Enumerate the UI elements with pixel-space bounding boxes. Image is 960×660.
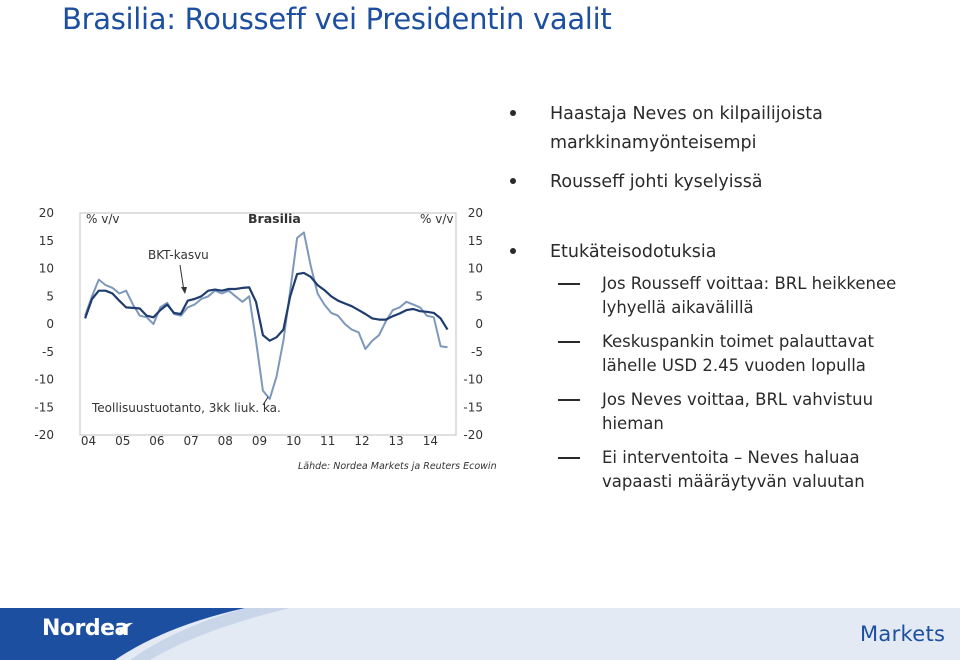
nordea-logo: Nordea [42, 616, 129, 641]
chart-source-note: Lähde: Nordea Markets ja Reuters Ecowin [298, 461, 497, 472]
y-tick-label-right: -10 [463, 373, 483, 387]
x-tick-label: 11 [320, 434, 335, 448]
y-tick-label-left: 0 [46, 317, 54, 331]
y-tick-label-left: -15 [34, 400, 54, 414]
gdp-annotation-arrow [179, 264, 185, 292]
gdp-series-annotation: BKT-kasvu [148, 248, 209, 262]
footer-wave-shape [0, 608, 290, 660]
y-tick-label-right: 5 [475, 289, 483, 303]
markets-logo: Markets [860, 622, 946, 646]
y-tick-label-right: -20 [463, 428, 483, 442]
sub-bullet-dash-icon [558, 399, 580, 401]
y-tick-label-left: 5 [46, 289, 54, 303]
right-axis-unit: % v/v [420, 212, 453, 226]
industry-annotation-arrow [262, 396, 269, 406]
x-tick-label: 08 [218, 434, 233, 448]
chart-plot-frame [79, 212, 457, 436]
chart-title: Brasilia [248, 211, 301, 226]
nordea-wave-icon [119, 622, 133, 634]
y-tick-label-right: 0 [475, 317, 483, 331]
x-tick-label: 05 [115, 434, 130, 448]
gdp-annotation-arrowhead [181, 287, 187, 294]
left-axis-unit: % v/v [86, 212, 119, 226]
y-tick-label-right: 10 [468, 262, 483, 276]
sub-bullet-dash-icon [558, 283, 580, 285]
sub-bullet-text: Jos Rousseff voittaa: BRL heikkenee lyhy… [602, 274, 897, 317]
footer-bar [0, 608, 960, 660]
y-tick-label-right: 15 [468, 234, 483, 248]
y-tick-label-left: -20 [34, 428, 54, 442]
bullet-dot-icon [510, 110, 516, 116]
sub-bullet-text: Jos Neves voittaa, BRL vahvistuu hieman [602, 390, 874, 433]
gdp-series-line [84, 271, 449, 342]
x-tick-label: 13 [389, 434, 404, 448]
page-title: Brasilia: Rousseff vei Presidentin vaali… [62, 2, 612, 36]
y-tick-label-right: -5 [471, 345, 483, 359]
bullet-text: Rousseff johti kyselyissä [550, 172, 763, 192]
bullet-text: Etukäteisodotuksia [550, 242, 717, 262]
y-tick-label-left: 20 [39, 206, 54, 220]
sub-bullet-dash-icon [558, 341, 580, 343]
x-tick-label: 12 [354, 434, 369, 448]
sub-bullet-text: Keskuspankin toimet palauttavat lähelle … [602, 332, 874, 375]
y-tick-label-left: -10 [34, 373, 54, 387]
sub-bullet-dash-icon [558, 457, 580, 459]
y-tick-label-left: -5 [42, 345, 54, 359]
sub-bullet-text: Ei interventoita – Neves haluaa vapaasti… [602, 448, 865, 491]
x-tick-label: 07 [183, 434, 198, 448]
y-tick-label-left: 10 [39, 262, 54, 276]
y-tick-label-right: -15 [463, 400, 483, 414]
bullet-dot-icon [510, 178, 516, 184]
x-tick-label: 14 [423, 434, 438, 448]
x-tick-label: 10 [286, 434, 301, 448]
x-tick-label: 04 [81, 434, 96, 448]
x-tick-label: 06 [149, 434, 164, 448]
y-tick-label-left: 15 [39, 234, 54, 248]
industry-series-annotation: Teollisuustuotanto, 3kk liuk. ka. [91, 401, 281, 415]
bullet-dot-icon [510, 248, 516, 254]
y-tick-label-right: 20 [468, 206, 483, 220]
bullet-text: Haastaja Neves on kilpailijoista markkin… [550, 104, 823, 153]
x-tick-label: 09 [252, 434, 267, 448]
